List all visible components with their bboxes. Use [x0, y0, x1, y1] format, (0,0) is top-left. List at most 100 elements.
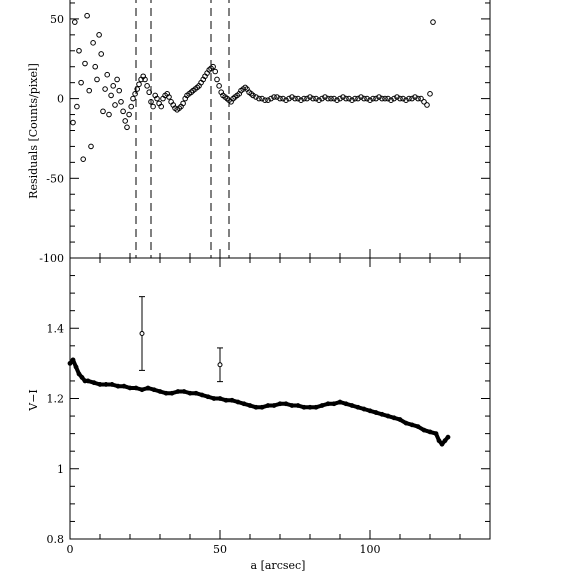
residual-point — [72, 19, 78, 25]
color-profile-point — [82, 378, 88, 384]
residual-point — [361, 95, 367, 102]
residual-point — [212, 68, 218, 75]
color-profile-point — [85, 378, 91, 384]
residual-point — [158, 103, 164, 110]
residual-point — [328, 95, 334, 102]
color-profile-point — [373, 410, 379, 415]
top-residual-points — [70, 12, 436, 162]
residual-point — [271, 94, 277, 100]
color-profile-point — [127, 385, 133, 391]
residual-point — [403, 97, 409, 103]
color-profile-point — [115, 383, 121, 389]
residual-point — [412, 94, 418, 100]
color-profile-point — [439, 441, 445, 447]
top-ticks — [69, 2, 491, 259]
residual-point — [301, 95, 307, 102]
color-profile-point — [343, 401, 349, 407]
bottom-y-tick-label: 1 — [57, 463, 64, 476]
color-profile-point — [445, 434, 451, 440]
top-reference-lines — [135, 0, 230, 258]
residual-point — [313, 95, 319, 102]
residual-point — [94, 76, 100, 83]
residual-point — [364, 95, 370, 102]
color-profile-point — [271, 403, 277, 408]
residual-point — [367, 97, 373, 103]
residual-point — [298, 97, 304, 103]
color-profile-point — [67, 360, 73, 366]
color-profile-point — [109, 382, 115, 387]
residual-point — [96, 32, 102, 38]
color-profile-point — [289, 403, 295, 408]
residual-point — [136, 81, 142, 88]
top-y-tick-labels: 50 0 -50 -100 — [39, 13, 64, 265]
color-profile-point — [70, 357, 76, 363]
color-profile-point — [205, 394, 211, 400]
residual-point — [346, 95, 352, 102]
residual-point — [166, 94, 172, 100]
residual-point — [370, 95, 376, 102]
residual-point — [397, 95, 403, 102]
color-profile-point — [355, 404, 361, 410]
residual-point — [214, 76, 220, 83]
residual-point — [112, 102, 118, 108]
residual-point — [400, 95, 406, 102]
residual-point — [349, 97, 355, 103]
color-profile-point — [283, 401, 289, 407]
color-profile-point — [313, 404, 319, 410]
color-profile-point — [103, 382, 109, 387]
residual-point — [322, 94, 328, 100]
bottom-y-tick-label: 1.4 — [47, 322, 65, 335]
residual-point — [180, 100, 186, 107]
residual-point — [292, 95, 298, 102]
residual-point — [319, 95, 325, 102]
residual-point — [283, 97, 289, 103]
residual-point — [316, 97, 322, 103]
bottom-x-tick-labels: 0 50 100 — [67, 543, 381, 556]
residual-point — [373, 95, 379, 102]
bottom-plot-frame — [69, 257, 491, 540]
x-axis-title: a [arcsec] — [251, 559, 306, 572]
color-profile-point — [397, 417, 403, 422]
residual-point — [120, 108, 126, 115]
top-panel: 50 0 -50 -100 Residuals [Counts/pixel] — [27, 0, 491, 265]
color-profile-point — [349, 403, 355, 408]
residual-point — [277, 95, 283, 102]
color-profile-point — [295, 403, 301, 408]
color-profile-point — [277, 401, 283, 407]
color-profile-point — [241, 401, 247, 407]
residual-point — [150, 103, 156, 110]
top-y-tick-label: 0 — [57, 93, 64, 106]
residual-point — [274, 94, 280, 100]
color-profile-point — [235, 399, 241, 405]
residual-point — [74, 103, 80, 110]
color-profile-line — [68, 357, 450, 447]
residual-point — [262, 97, 268, 103]
color-profile-point — [223, 397, 229, 403]
color-profile-point — [76, 371, 82, 377]
color-profile-point — [307, 404, 313, 410]
top-y-axis-title: Residuals [Counts/pixel] — [27, 63, 40, 199]
color-profile-point — [385, 413, 391, 419]
color-profile-point — [211, 396, 217, 401]
residual-point — [84, 12, 90, 19]
color-profile-point — [79, 375, 85, 380]
color-profile-point — [145, 385, 151, 391]
bottom-y-tick-label: 1.2 — [47, 393, 65, 406]
color-profile-point — [175, 389, 181, 394]
residual-point — [102, 86, 108, 92]
residual-point — [90, 40, 96, 46]
color-profile-point — [391, 415, 397, 421]
color-profile-point — [247, 403, 253, 408]
top-y-tick-label: -100 — [39, 252, 64, 265]
color-profile-point — [259, 404, 265, 410]
residual-point — [76, 47, 82, 54]
residual-point — [154, 95, 160, 102]
residual-point — [334, 97, 340, 103]
residual-point — [130, 95, 136, 102]
residual-point — [216, 83, 222, 89]
residual-point — [355, 95, 361, 102]
residual-point — [424, 102, 430, 108]
color-profile-point — [217, 396, 223, 401]
residual-point — [304, 95, 310, 102]
